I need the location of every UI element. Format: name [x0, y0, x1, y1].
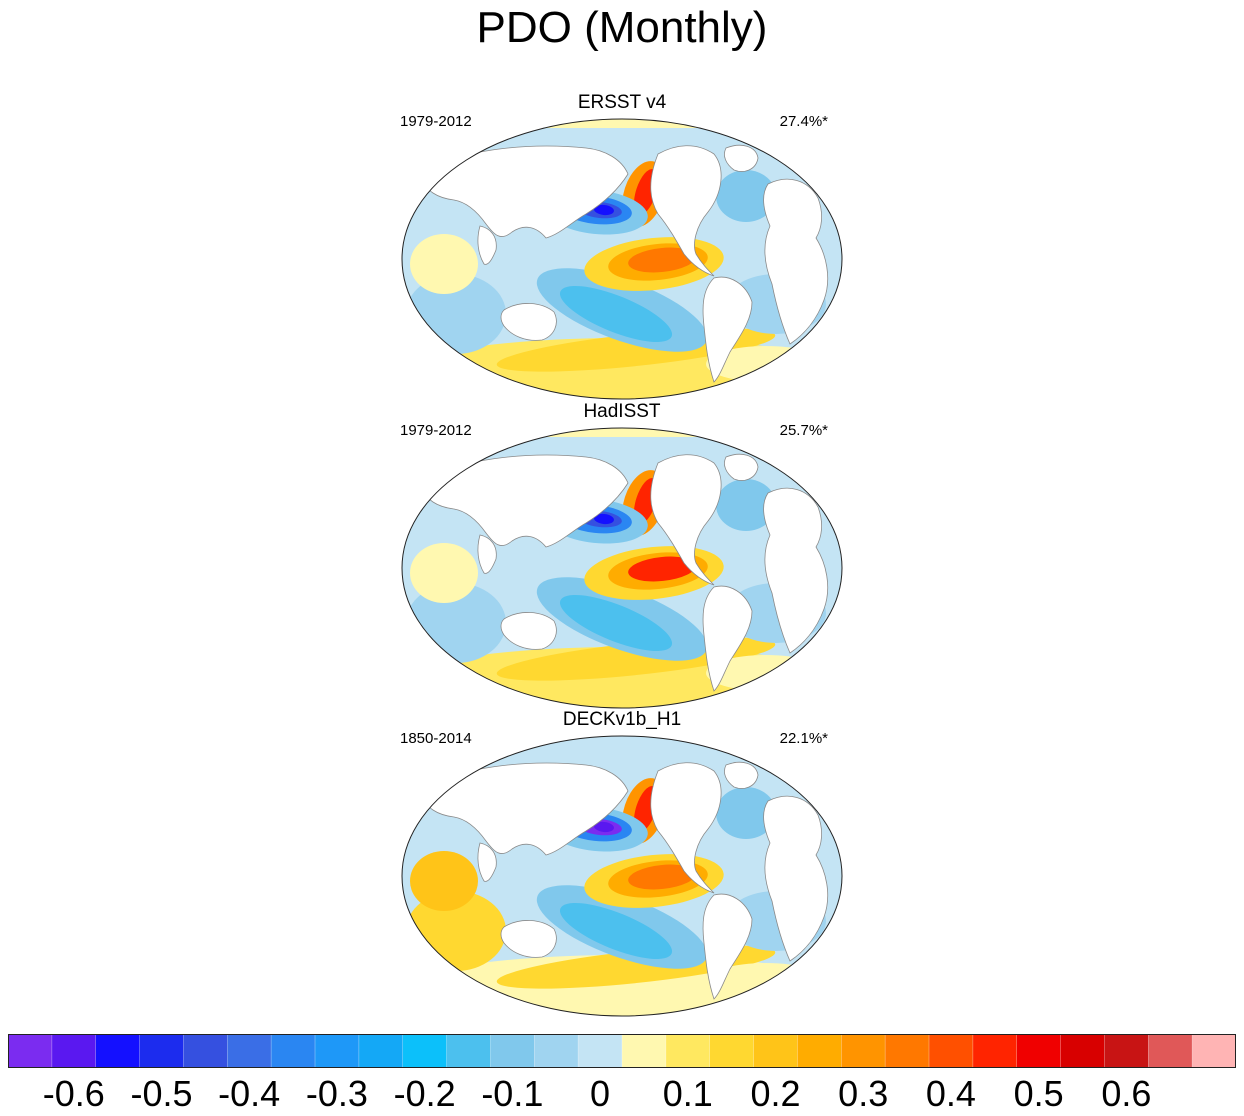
colorbar-tick-label: -0.3: [305, 1073, 368, 1114]
colorbar-swatch: [929, 1034, 974, 1068]
colorbar-swatch: [8, 1034, 53, 1068]
figure-title: PDO (Monthly): [476, 3, 768, 52]
colorbar-swatch: [797, 1034, 842, 1068]
map-panel-ersst: ERSST v4 1979-2012 27.4%*: [396, 92, 848, 400]
colorbar-tick-label: 0.3: [838, 1073, 889, 1114]
colorbar-swatch: [972, 1034, 1018, 1068]
colorbar-tick-label: 0: [590, 1073, 611, 1114]
panel-period: 1850-2014: [400, 730, 472, 747]
colorbar-tick-label: 0.4: [925, 1073, 976, 1114]
colorbar-tick-label: 0.1: [662, 1073, 713, 1114]
panel-variance: 25.7%*: [779, 422, 828, 439]
colorbar-swatch: [1016, 1034, 1061, 1068]
colorbar-swatch: [622, 1034, 667, 1068]
colorbar-swatch: [51, 1034, 97, 1068]
colorbar-swatch: [665, 1034, 711, 1068]
colorbar-swatch: [358, 1034, 404, 1068]
colorbar-tick-label: -0.6: [42, 1073, 105, 1114]
colorbar-tick-label: 0.2: [750, 1073, 801, 1114]
colorbar-tick-label: 0.5: [1013, 1073, 1064, 1114]
colorbar-swatch: [315, 1034, 360, 1068]
colorbar-swatch: [534, 1034, 579, 1068]
colorbar-swatch: [709, 1034, 754, 1068]
colorbar-swatch: [446, 1034, 491, 1068]
colorbar-swatch: [271, 1034, 316, 1068]
sst-map: [401, 118, 843, 400]
panel-variance: 27.4%*: [779, 113, 828, 130]
colorbar: [8, 1034, 1236, 1068]
colorbar-tick-label: -0.2: [393, 1073, 456, 1114]
colorbar-swatch: [1060, 1034, 1105, 1068]
colorbar-swatch: [1148, 1034, 1193, 1068]
colorbar-swatch: [95, 1034, 140, 1068]
colorbar-swatch: [1104, 1034, 1149, 1068]
colorbar-swatch: [139, 1034, 184, 1068]
colorbar-tick-label: 0.6: [1101, 1073, 1152, 1114]
colorbar-swatch: [1192, 1034, 1236, 1068]
colorbar-tick-label: -0.1: [481, 1073, 544, 1114]
colorbar-tick-label: -0.4: [218, 1073, 281, 1114]
map-panel-hadisst: HadISST 1979-2012 25.7%*: [396, 401, 848, 709]
sst-map: [401, 735, 843, 1017]
colorbar-swatch: [841, 1034, 886, 1068]
sst-map: [401, 427, 843, 709]
colorbar-swatch: [227, 1034, 272, 1068]
panel-title: DECKv1b_H1: [562, 709, 682, 730]
colorbar-swatch: [885, 1034, 930, 1068]
colorbar-swatch: [402, 1034, 447, 1068]
colorbar-swatch: [753, 1034, 798, 1068]
colorbar-ticks: -0.6 -0.5 -0.4 -0.3 -0.2 -0.1 0 0.1 0.2 0.3 0.4 0.5…: [0, 1074, 1244, 1114]
map-panel-deck: DECKv1b_H1 1850-2014 22.1%*: [396, 709, 848, 1017]
panel-period: 1979-2012: [400, 113, 472, 130]
panel-period: 1979-2012: [400, 422, 472, 439]
panel-title: HadISST: [583, 401, 661, 422]
colorbar-swatch: [578, 1034, 623, 1068]
colorbar-swatch: [490, 1034, 535, 1068]
panel-title: ERSST v4: [577, 92, 667, 113]
colorbar-tick-label: -0.5: [130, 1073, 193, 1114]
colorbar-swatch: [183, 1034, 228, 1068]
panel-variance: 22.1%*: [779, 730, 828, 747]
